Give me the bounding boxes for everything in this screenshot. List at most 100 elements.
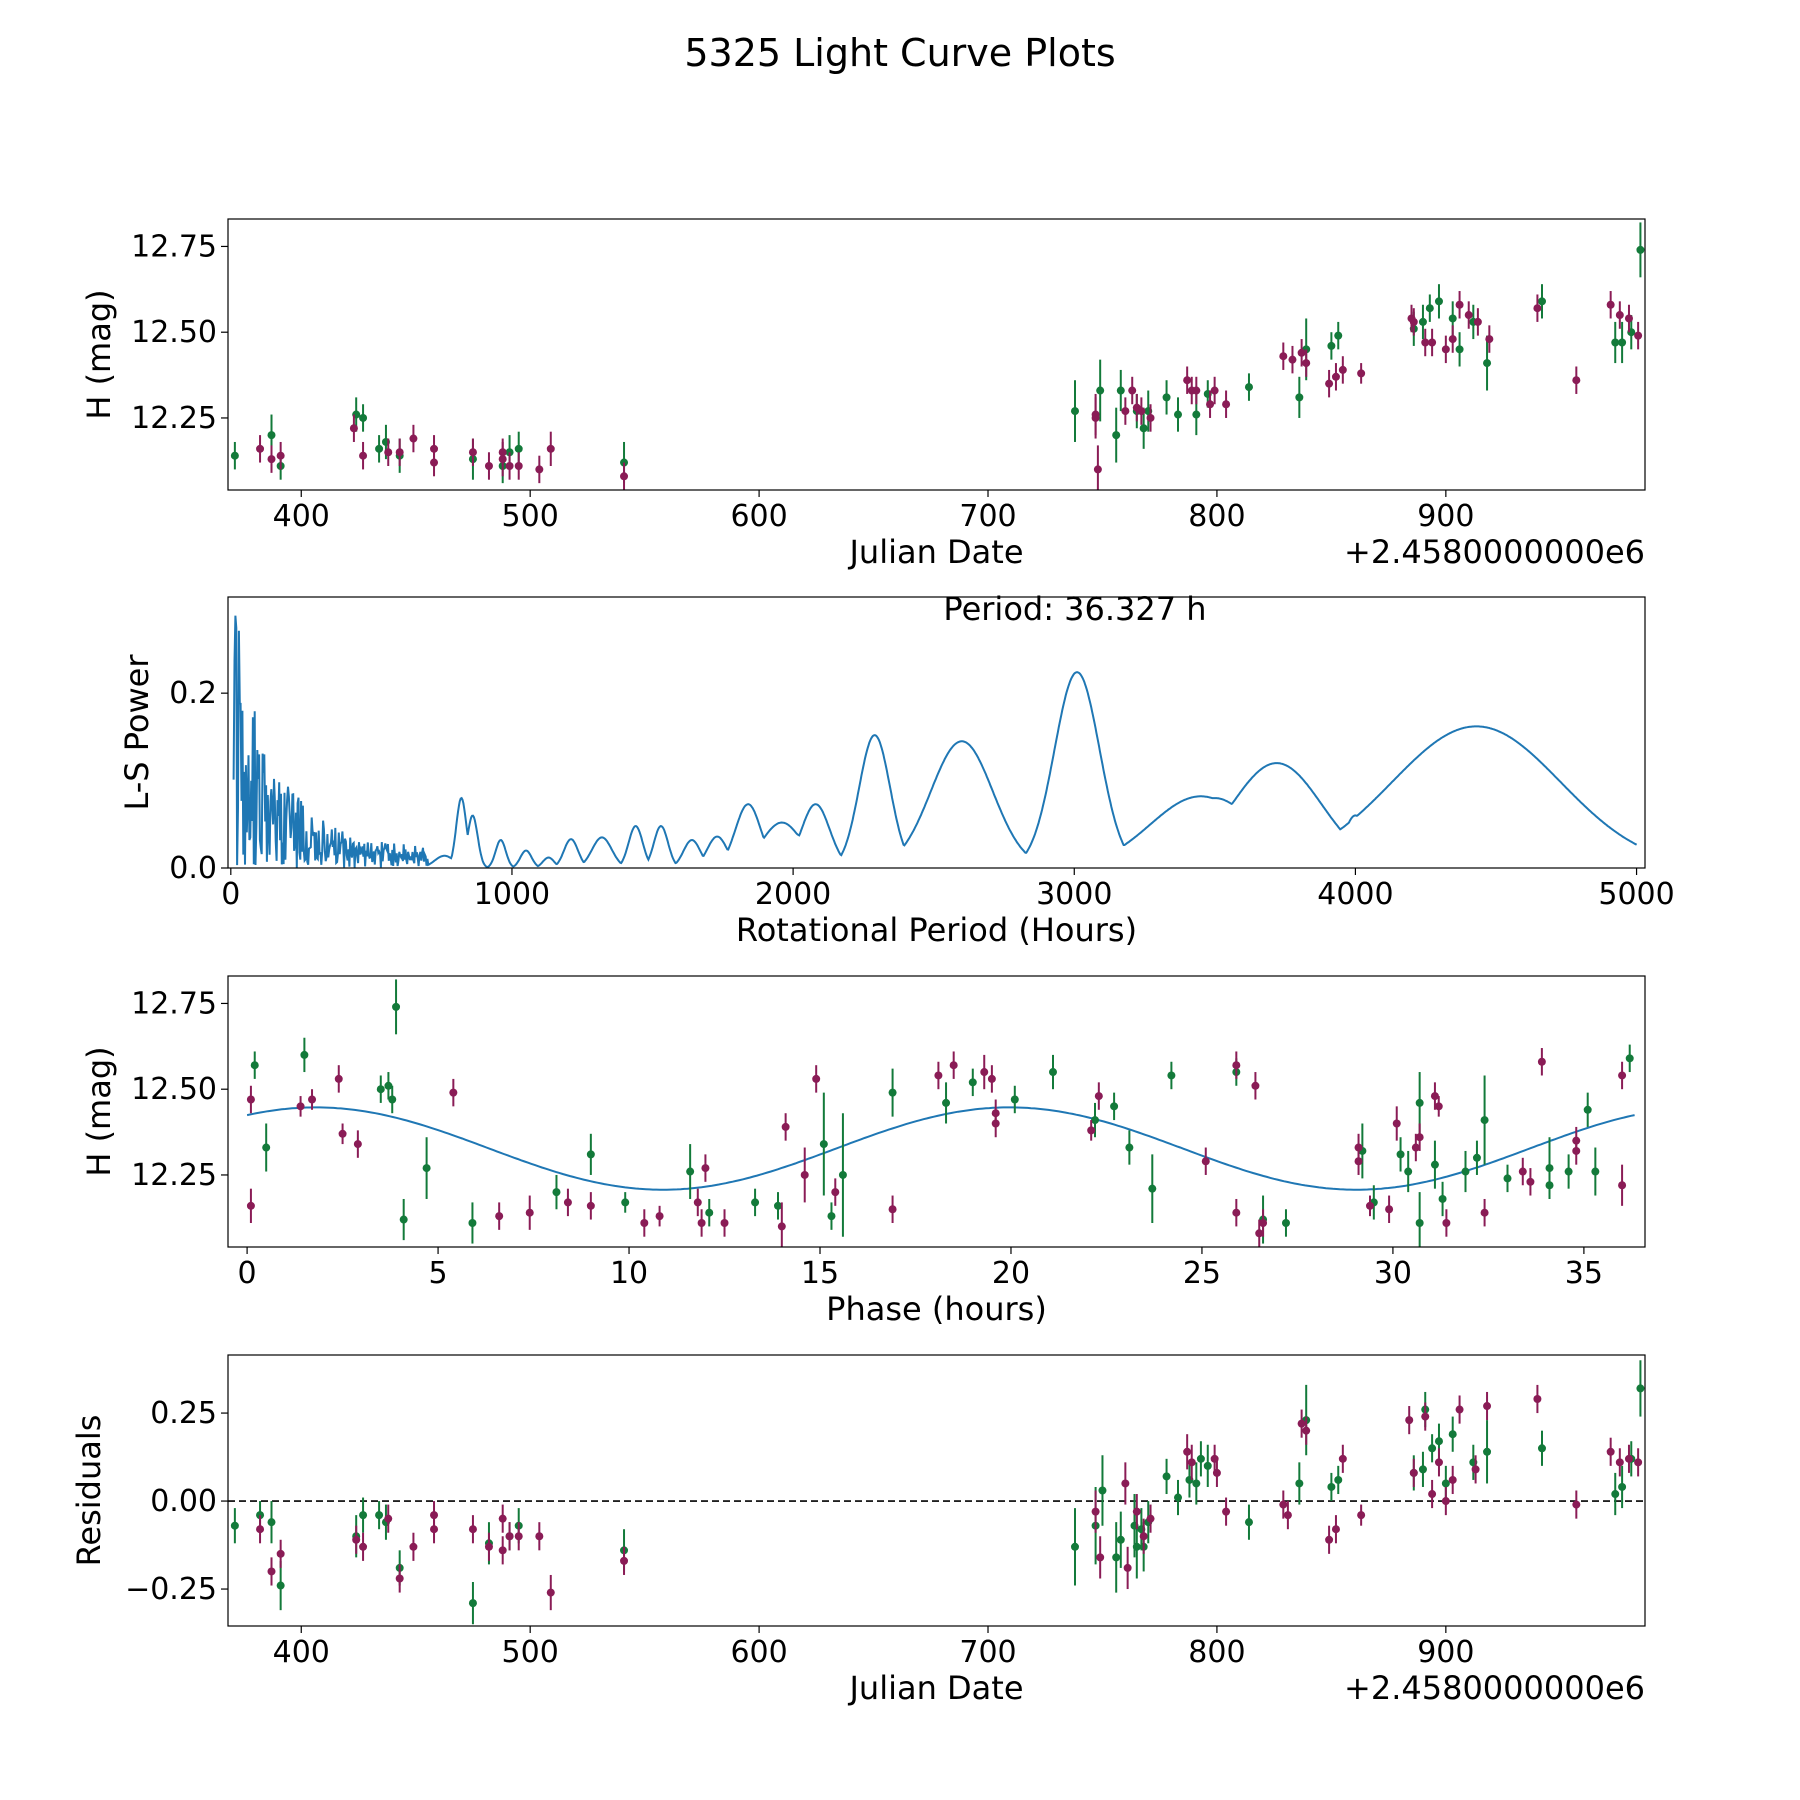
data-point-green — [819, 1140, 828, 1149]
data-point-purple — [888, 1205, 897, 1214]
data-point-purple — [267, 455, 276, 464]
data-point-purple — [1259, 1218, 1268, 1227]
y-tick-label: 12.75 — [131, 986, 217, 1021]
data-point-purple — [1183, 1447, 1192, 1456]
data-point-green — [1448, 314, 1457, 323]
data-point-purple — [640, 1218, 649, 1227]
data-point-purple — [468, 448, 477, 457]
x-axis-label: Phase (hours) — [826, 1290, 1047, 1328]
data-point-green — [1125, 1143, 1134, 1152]
data-point-green — [888, 1088, 897, 1097]
data-point-purple — [620, 472, 629, 481]
data-point-green — [1192, 410, 1201, 419]
data-point-green — [1244, 383, 1253, 392]
x-tick-label: 500 — [502, 1635, 559, 1670]
data-point-purple — [1533, 304, 1542, 313]
data-point-purple — [1473, 317, 1482, 326]
y-axis-label: H (mag) — [80, 1046, 118, 1176]
data-point-purple — [384, 448, 393, 457]
x-offset-label: +2.4580000000e6 — [1344, 1669, 1645, 1707]
data-point-green — [359, 413, 368, 422]
data-point-purple — [1624, 314, 1633, 323]
data-point-purple — [1302, 1426, 1311, 1435]
x-tick-label: 800 — [1188, 499, 1245, 534]
data-point-purple — [1279, 1500, 1288, 1509]
data-point-purple — [430, 458, 439, 467]
data-point-green — [359, 1511, 368, 1520]
data-point-purple — [1222, 1507, 1231, 1516]
data-point-purple — [1232, 1061, 1241, 1070]
data-point-purple — [1606, 300, 1615, 309]
data-point-green — [1415, 1218, 1424, 1227]
data-point-green — [1098, 1486, 1107, 1495]
x-tick-label: 30 — [1374, 1256, 1412, 1291]
data-point-green — [705, 1208, 714, 1217]
data-point-purple — [1096, 1553, 1105, 1562]
data-point-green — [375, 1511, 384, 1520]
data-point-green — [1334, 331, 1343, 340]
data-point-green — [1404, 1167, 1413, 1176]
data-point-green — [375, 444, 384, 453]
data-point-purple — [296, 1102, 305, 1111]
data-point-purple — [1331, 1525, 1340, 1534]
data-point-green — [1295, 1479, 1304, 1488]
data-point-green — [773, 1201, 782, 1210]
data-point-purple — [586, 1201, 595, 1210]
data-point-purple — [468, 1525, 477, 1534]
data-point-purple — [1428, 338, 1437, 347]
data-point-green — [1618, 338, 1627, 347]
y-tick-label: 0.0 — [169, 851, 217, 886]
data-point-green — [1244, 1518, 1253, 1527]
y-axis-label: L-S Power — [118, 654, 156, 811]
data-point-purple — [1192, 386, 1201, 395]
data-point-purple — [1480, 1208, 1489, 1217]
data-point-green — [1611, 338, 1620, 347]
data-point-purple — [1455, 300, 1464, 309]
data-point-purple — [1091, 410, 1100, 419]
data-point-green — [1048, 1068, 1057, 1077]
data-point-purple — [1255, 1229, 1264, 1238]
data-point-purple — [1146, 413, 1155, 422]
data-point-purple — [1471, 1465, 1480, 1474]
data-point-purple — [535, 1532, 544, 1541]
data-point-green — [1438, 1194, 1447, 1203]
data-point-green — [942, 1098, 951, 1107]
x-tick-label: 0 — [221, 877, 240, 912]
data-point-purple — [349, 424, 358, 433]
data-point-purple — [1093, 465, 1102, 474]
data-point-green — [468, 1218, 477, 1227]
data-point-purple — [359, 451, 368, 460]
data-point-green — [1461, 1167, 1470, 1176]
data-point-purple — [1634, 331, 1643, 340]
data-point-purple — [338, 1129, 347, 1138]
data-point-green — [300, 1050, 309, 1059]
x-tick-label: 600 — [730, 499, 787, 534]
data-point-green — [1583, 1105, 1592, 1114]
data-point-purple — [777, 1222, 786, 1231]
data-point-purple — [1357, 1511, 1366, 1520]
data-point-purple — [1485, 335, 1494, 344]
periodogram-line — [232, 615, 1638, 869]
x-tick-label: 15 — [801, 1256, 839, 1291]
data-point-green — [1091, 1116, 1100, 1125]
x-tick-label: 800 — [1188, 1635, 1245, 1670]
data-point-green — [1192, 1479, 1201, 1488]
data-point-purple — [1366, 1201, 1375, 1210]
data-point-purple — [987, 1074, 996, 1083]
data-point-green — [1483, 359, 1492, 368]
data-point-purple — [1606, 1447, 1615, 1456]
y-tick-label: 12.50 — [131, 315, 217, 350]
data-point-purple — [1354, 1157, 1363, 1166]
data-point-purple — [334, 1074, 343, 1083]
data-point-green — [1174, 410, 1183, 419]
data-point-purple — [276, 451, 285, 460]
data-point-green — [1116, 1535, 1125, 1544]
data-point-green — [267, 431, 276, 440]
data-point-green — [1396, 1150, 1405, 1159]
x-tick-label: 400 — [273, 499, 330, 534]
x-tick-label: 700 — [959, 499, 1016, 534]
x-tick-label: 0 — [238, 1256, 257, 1291]
panel-periodogram: Period: 36.327 h 0 1000 2000 3000 4000 5000 0.0… — [118, 590, 1675, 949]
y-axis-label: Residuals — [70, 1415, 108, 1567]
data-point-green — [392, 1002, 401, 1011]
